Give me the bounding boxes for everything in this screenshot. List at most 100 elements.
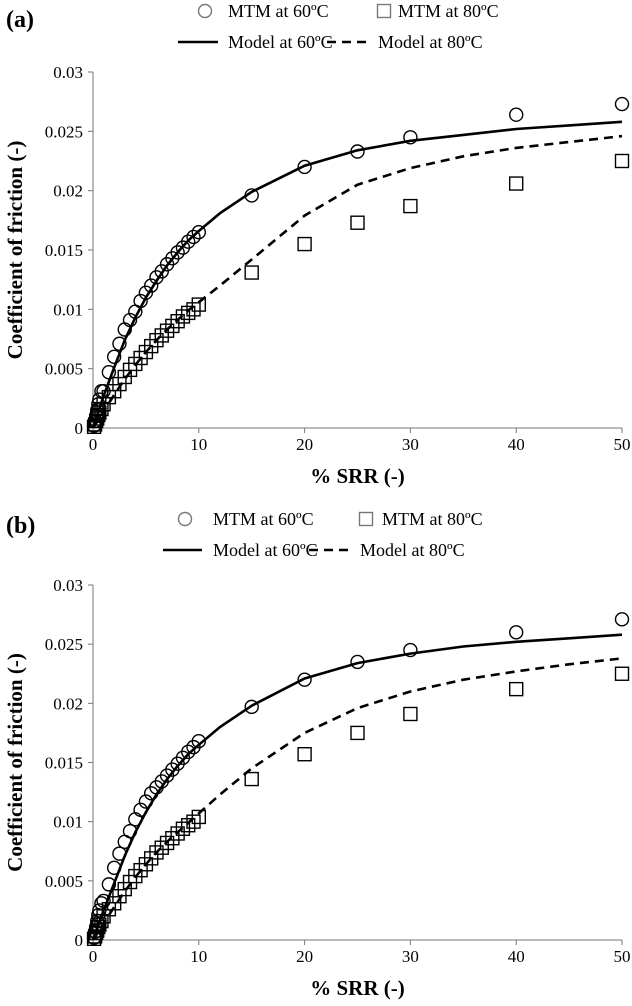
mtm-60-point: [614, 612, 630, 627]
mtm-80-point: [509, 681, 524, 697]
legend-label-model-60: Model at 60ºC: [228, 32, 333, 52]
y-tick-label: 0.005: [45, 872, 83, 891]
x-tick-label: 0: [89, 947, 98, 966]
mtm-80-point: [159, 323, 175, 338]
mtm-60-point: [181, 234, 196, 249]
legend-label-mtm-80: MTM at 80ºC: [398, 1, 499, 21]
mtm-60-point: [122, 823, 138, 839]
mtm-80-point: [149, 332, 164, 348]
mtm-60-point: [403, 130, 418, 145]
y-tick-label: 0.015: [45, 241, 83, 260]
mtm-80-point: [509, 176, 524, 191]
legend-label-model-80: Model at 80ºC: [360, 540, 465, 560]
mtm-80-point: [186, 814, 201, 829]
mtm-60-point: [112, 336, 127, 351]
mtm-60-point: [128, 812, 143, 827]
mtm-80-point: [149, 845, 164, 860]
mtm-80-point: [154, 328, 169, 343]
x-tick-label: 50: [614, 435, 631, 454]
mtm-80-point: [186, 302, 201, 317]
x-tick-label: 30: [402, 947, 419, 966]
panel-b: (b) 0 0.005 0.01 0.015 0.02 0.025 0.03 0 10 20 30 40…: [3, 509, 631, 1000]
mtm-60-point: [170, 245, 185, 260]
mtm-60-point: [138, 794, 154, 809]
mtm-60-point: [244, 699, 259, 715]
panel-label: (b): [6, 513, 35, 539]
mtm-80-point: [244, 771, 259, 787]
mtm-80-point: [297, 236, 312, 252]
mtm-60-point: [154, 264, 169, 279]
legend-label-model-60: Model at 60ºC: [213, 540, 318, 560]
mtm-60-point: [133, 293, 148, 309]
mtm-80-point: [350, 215, 365, 230]
x-axis-title: % SRR (-): [310, 976, 405, 1000]
mtm-60-point: [181, 744, 196, 760]
legend-square-marker: [376, 3, 392, 19]
x-tick-label: 0: [89, 435, 98, 454]
mtm-80-point: [403, 198, 418, 214]
legend-circle-marker: [177, 511, 193, 527]
x-tick-label: 20: [296, 947, 313, 966]
y-axis-title: Coefficient of friction (-): [3, 653, 27, 872]
model-60-line: [91, 633, 623, 941]
y-tick-label: 0.02: [53, 694, 83, 713]
legend-square-marker: [358, 511, 374, 527]
mtm-80-point: [165, 318, 180, 334]
y-tick-label: 0.015: [45, 754, 83, 773]
x-tick-label: 30: [402, 435, 419, 454]
x-tick-label: 10: [190, 435, 207, 454]
mtm-80-point: [297, 747, 312, 762]
mtm-60-point: [122, 312, 138, 328]
mtm-80-point: [614, 666, 630, 681]
mtm-80-point: [403, 706, 418, 722]
mtm-80-point: [170, 314, 185, 329]
mtm-80-point: [159, 835, 175, 851]
legend-label-mtm-60: MTM at 60ºC: [213, 509, 314, 529]
mtm-60-point: [297, 159, 312, 175]
mtm-60-point: [509, 107, 524, 122]
model-80-line: [91, 657, 623, 941]
y-axis-title: Coefficient of friction (-): [3, 141, 27, 360]
y-tick-label: 0: [75, 931, 84, 950]
y-tick-label: 0.01: [53, 813, 83, 832]
mtm-80-point: [94, 913, 109, 929]
y-tick-label: 0.025: [45, 122, 83, 141]
y-tick-label: 0.03: [53, 576, 83, 595]
mtm-60-point: [191, 224, 207, 240]
mtm-80-point: [614, 153, 630, 169]
mtm-80-point: [94, 401, 109, 417]
panel-label: (a): [6, 7, 34, 33]
y-tick-label: 0.01: [53, 300, 83, 319]
mtm-80-point: [181, 305, 196, 321]
y-tick-label: 0.025: [45, 635, 83, 654]
mtm-80-point: [191, 809, 207, 825]
x-tick-label: 50: [614, 947, 631, 966]
mtm-80-point: [191, 297, 207, 312]
model-80-line: [91, 134, 623, 429]
mtm-60-point: [403, 642, 418, 658]
mtm-80-point: [154, 840, 169, 855]
mtm-60-point: [106, 349, 122, 364]
mtm-60-point: [138, 285, 154, 300]
x-tick-label: 40: [508, 435, 525, 454]
legend-circle-marker: [197, 3, 213, 19]
mtm-60-point: [101, 877, 117, 892]
legend-label-mtm-80: MTM at 80ºC: [382, 509, 483, 529]
y-tick-label: 0.03: [53, 63, 83, 82]
mtm-80-point: [170, 826, 185, 841]
mtm-80-point: [92, 405, 107, 420]
mtm-60-point: [350, 654, 365, 670]
mtm-60-point: [509, 625, 524, 640]
mtm-80-point: [181, 818, 196, 833]
panel-a: (a) 0 0.005 0.01 0.015 0.02 0.025 0.03 0 10 20 30 40…: [3, 1, 631, 488]
mtm-60-point: [101, 365, 117, 380]
mtm-80-point: [244, 265, 259, 280]
y-tick-label: 0: [75, 419, 84, 438]
mtm-80-point: [350, 725, 365, 741]
x-tick-label: 20: [296, 435, 313, 454]
mtm-60-point: [186, 229, 201, 245]
mtm-60-point: [106, 860, 122, 876]
mtm-80-point: [165, 831, 180, 846]
legend-label-mtm-60: MTM at 60ºC: [228, 1, 329, 21]
